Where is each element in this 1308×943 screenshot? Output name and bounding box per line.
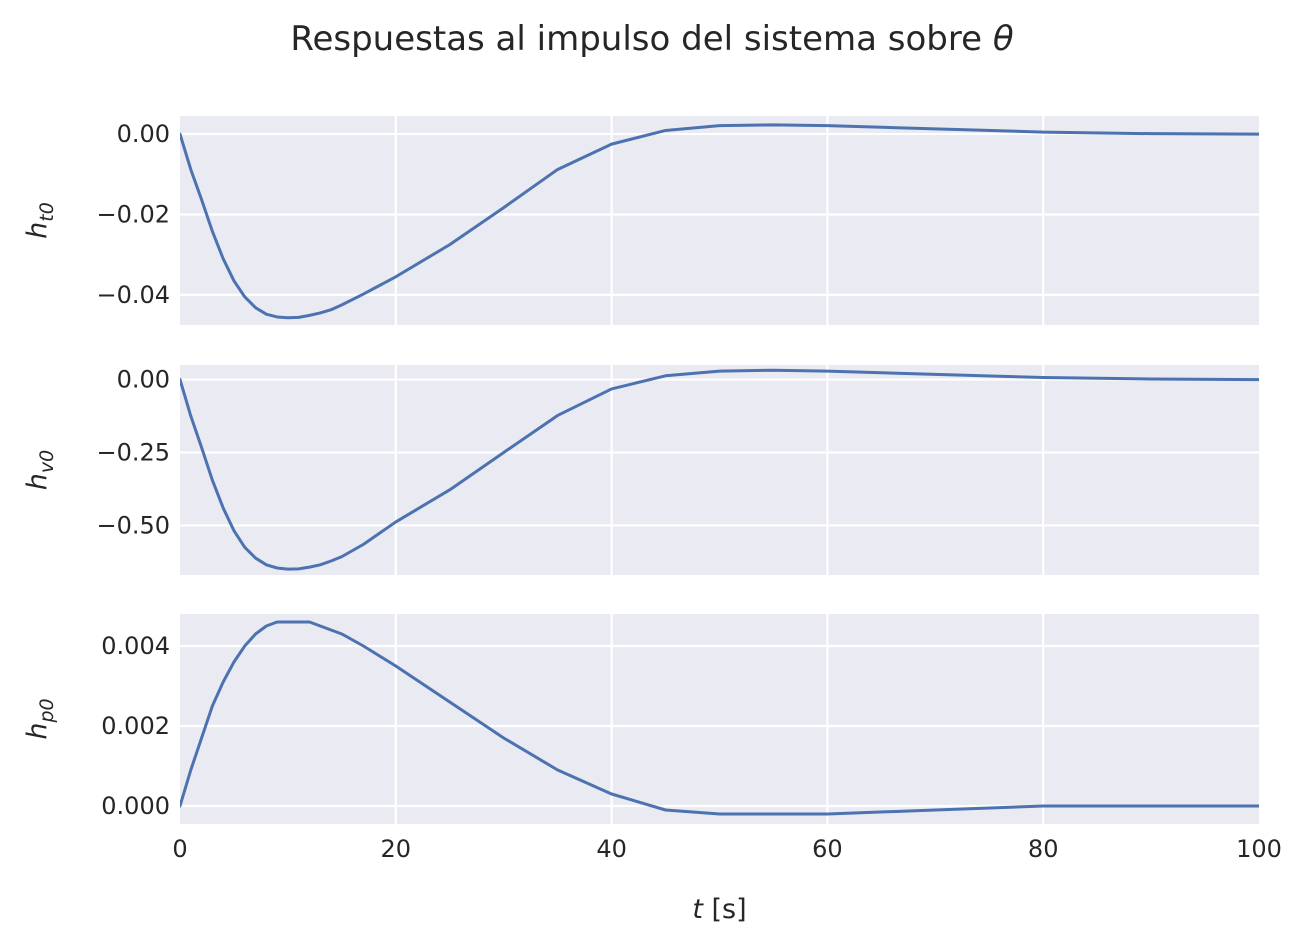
- series-line: [180, 368, 1259, 571]
- y-axis-label: hv0: [22, 450, 58, 490]
- x-tick-label: 100: [1236, 835, 1282, 863]
- y-tick-label: 0.00: [117, 120, 170, 148]
- y-tick-label: 0.002: [101, 712, 170, 740]
- x-tick-label: 0: [172, 835, 187, 863]
- series-line: [180, 620, 1259, 816]
- plot-area: [180, 116, 1259, 325]
- y-tick-label: −0.02: [96, 200, 170, 228]
- y-axis-label: hp0: [22, 698, 58, 739]
- series-line: [180, 123, 1259, 320]
- subplot-2: 0.00 −0.25 −0.50 hv0: [22, 365, 1259, 575]
- x-tick-label: 40: [596, 835, 627, 863]
- plot-area: [180, 614, 1259, 824]
- y-tick-label: 0.00: [117, 366, 170, 394]
- y-tick-label: −0.04: [96, 281, 170, 309]
- y-tick-label: 0.004: [101, 632, 170, 660]
- figure-title: Respuestas al impulso del sistema sobre …: [290, 19, 1013, 59]
- x-tick-label: 20: [381, 835, 412, 863]
- subplot-1: 0.00 −0.02 −0.04 ht0: [22, 116, 1259, 325]
- figure-title-symbol: θ: [993, 19, 1014, 59]
- x-axis-label: t [s]: [692, 894, 746, 925]
- y-tick-label: 0.000: [101, 792, 170, 820]
- y-tick-label: −0.25: [96, 439, 170, 467]
- subplot-3: 0.004 0.002 0.000 hp0 0 20 40 60 80 100 t [s]: [22, 614, 1282, 925]
- plot-area: [180, 365, 1259, 575]
- figure-title-text: Respuestas al impulso del sistema sobre: [290, 19, 982, 59]
- y-tick-label: −0.50: [96, 511, 170, 539]
- y-axis-label: ht0: [22, 202, 58, 239]
- subplots: 0.00−0.02−0.04ht00.00−0.25−0.50hv00.0040…: [22, 116, 1282, 925]
- x-tick-label: 60: [812, 835, 843, 863]
- x-tick-label: 80: [1028, 835, 1059, 863]
